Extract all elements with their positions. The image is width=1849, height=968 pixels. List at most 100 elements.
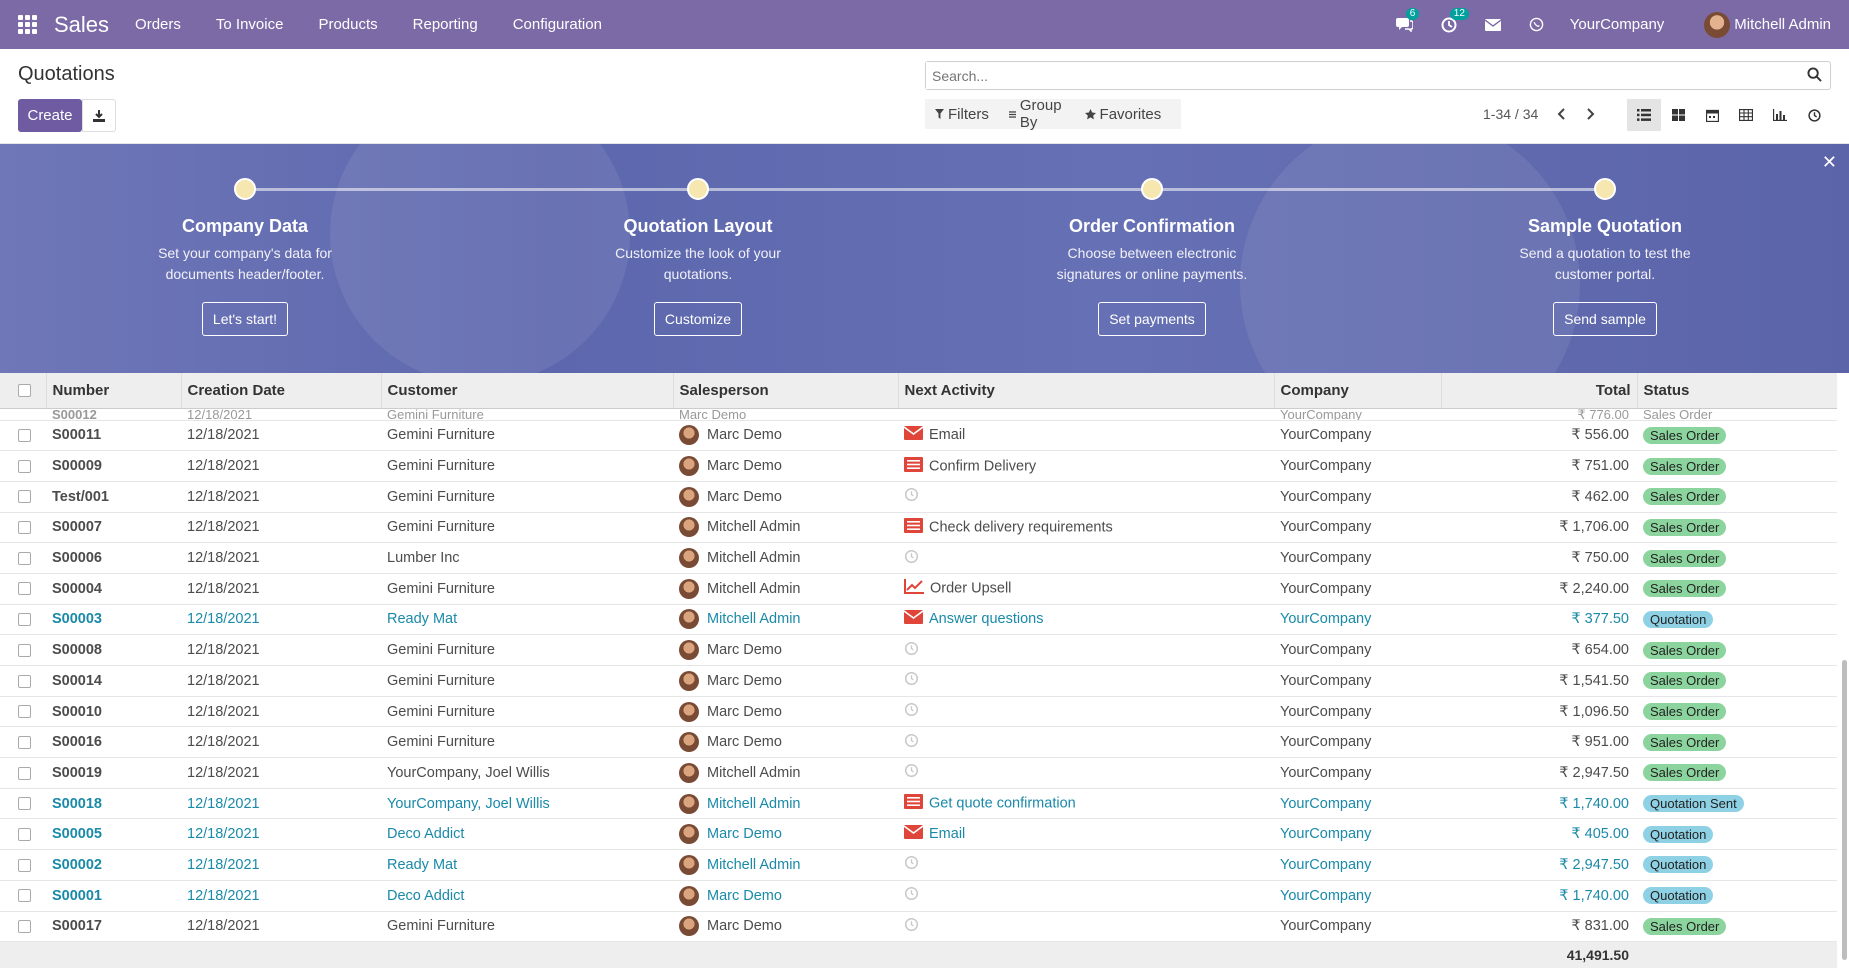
column-status[interactable]: Status	[1637, 373, 1837, 409]
table-row[interactable]: S00007 12/18/2021 Gemini Furniture Mitchell…	[0, 512, 1837, 544]
menu-configuration[interactable]: Configuration	[512, 16, 602, 33]
cell-activity[interactable]	[898, 542, 1274, 574]
row-checkbox[interactable]	[18, 429, 31, 443]
column-customer[interactable]: Customer	[381, 373, 674, 409]
table-row[interactable]: S00017 12/18/2021 Gemini Furniture Marc Dem…	[0, 911, 1837, 943]
graph-view-icon[interactable]	[1763, 99, 1797, 131]
tasks-icon[interactable]	[904, 517, 923, 537]
column-company[interactable]: Company	[1274, 373, 1442, 409]
clock-icon[interactable]	[904, 917, 919, 936]
table-row[interactable]: S00003 12/18/2021 Ready Mat Mitchell Admin A…	[0, 604, 1837, 636]
cell-activity[interactable]	[898, 726, 1274, 759]
clock-icon[interactable]	[904, 549, 919, 568]
groupby-button[interactable]: Group By	[1008, 97, 1065, 131]
table-row[interactable]: S00004 12/18/2021 Gemini Furniture Mitchell…	[0, 573, 1837, 605]
filters-button[interactable]: Filters	[935, 106, 989, 123]
app-brand[interactable]: Sales	[54, 11, 110, 37]
cell-activity[interactable]: Check delivery requirements	[898, 512, 1274, 544]
clock-icon[interactable]	[904, 763, 919, 782]
whatsapp-icon[interactable]	[1526, 14, 1548, 36]
create-button[interactable]: Create	[18, 99, 82, 132]
set-payments-button[interactable]: Set payments	[1098, 302, 1206, 336]
envelope-icon[interactable]	[903, 825, 924, 843]
cell-activity[interactable]	[898, 634, 1274, 666]
menu-products[interactable]: Products	[318, 16, 378, 33]
export-button[interactable]	[82, 99, 116, 132]
table-row[interactable]: S00011 12/18/2021 Gemini Furniture Marc Dem…	[0, 420, 1837, 452]
table-row[interactable]: S00016 12/18/2021 Gemini Furniture Marc Dem…	[0, 726, 1837, 759]
column-number[interactable]: Number	[46, 373, 182, 409]
scrollbar[interactable]	[1842, 660, 1847, 960]
table-row[interactable]: S00008 12/18/2021 Gemini Furniture Marc Dem…	[0, 634, 1837, 666]
table-row[interactable]: S00006 12/18/2021 Lumber Inc Mitchell Admin…	[0, 542, 1837, 574]
row-checkbox[interactable]	[18, 613, 31, 627]
row-checkbox[interactable]	[18, 827, 31, 841]
tasks-icon[interactable]	[904, 794, 923, 813]
cell-activity[interactable]	[898, 880, 1274, 912]
menu-to-invoice[interactable]: To Invoice	[215, 16, 284, 33]
table-row[interactable]: Test/001 12/18/2021 Gemini Furniture Marc D…	[0, 481, 1837, 513]
row-checkbox[interactable]	[18, 858, 31, 872]
kanban-view-icon[interactable]	[1661, 99, 1695, 131]
envelope-icon[interactable]	[903, 426, 924, 444]
row-checkbox[interactable]	[18, 889, 31, 903]
cell-activity[interactable]: Email	[898, 420, 1274, 452]
row-checkbox[interactable]	[18, 551, 31, 565]
envelope-icon[interactable]	[903, 610, 924, 628]
send-sample-button[interactable]: Send sample	[1553, 302, 1657, 336]
calendar-view-icon[interactable]	[1695, 99, 1729, 131]
close-icon[interactable]: ✕	[1821, 152, 1837, 172]
pivot-view-icon[interactable]	[1729, 99, 1763, 131]
envelope-icon[interactable]	[1482, 14, 1504, 36]
cell-activity[interactable]: Confirm Delivery	[898, 450, 1274, 482]
pager-previous-icon[interactable]	[1552, 105, 1570, 123]
row-checkbox[interactable]	[18, 766, 31, 780]
company-switcher[interactable]: YourCompany	[1569, 16, 1665, 33]
menu-reporting[interactable]: Reporting	[412, 16, 478, 33]
pager-value[interactable]: 1-34 / 34	[1483, 106, 1539, 122]
row-checkbox[interactable]	[18, 920, 31, 934]
table-row[interactable]: S00012 12/18/2021 Gemini Furniture Marc …	[0, 408, 1837, 421]
row-checkbox[interactable]	[18, 643, 31, 657]
user-menu[interactable]: Mitchell Admin	[1704, 11, 1831, 38]
row-checkbox[interactable]	[18, 582, 31, 596]
clock-icon[interactable]	[904, 641, 919, 660]
favorites-button[interactable]: Favorites	[1084, 106, 1161, 123]
clock-icon[interactable]	[904, 886, 919, 905]
row-checkbox[interactable]	[18, 490, 31, 504]
table-row[interactable]: S00002 12/18/2021 Ready Mat Mitchell Admin Y…	[0, 849, 1837, 881]
column-salesperson[interactable]: Salesperson	[673, 373, 899, 409]
line-chart-icon[interactable]	[904, 579, 924, 598]
cell-activity[interactable]: Answer questions	[898, 604, 1274, 636]
row-checkbox[interactable]	[18, 674, 31, 688]
apps-menu-icon[interactable]	[18, 15, 38, 35]
table-row[interactable]: S00018 12/18/2021 YourCompany, Joel Willis…	[0, 788, 1837, 820]
row-checkbox[interactable]	[18, 735, 31, 749]
cell-activity[interactable]	[898, 696, 1274, 728]
cell-activity[interactable]: Order Upsell	[898, 573, 1274, 605]
cell-activity[interactable]: Email	[898, 818, 1274, 851]
pager-next-icon[interactable]	[1582, 105, 1600, 123]
table-row[interactable]: S00005 12/18/2021 Deco Addict Marc Demo Emai…	[0, 818, 1837, 851]
lets-start-button[interactable]: Let's start!	[201, 302, 289, 336]
customize-button[interactable]: Customize	[653, 302, 743, 336]
list-view-icon[interactable]	[1627, 99, 1661, 131]
cell-activity[interactable]	[898, 481, 1274, 513]
cell-activity[interactable]	[898, 849, 1274, 881]
cell-activity[interactable]	[898, 757, 1274, 789]
row-checkbox[interactable]	[18, 521, 31, 535]
select-all-checkbox[interactable]	[18, 384, 31, 398]
clock-icon[interactable]	[904, 702, 919, 721]
clock-icon[interactable]	[904, 671, 919, 690]
table-row[interactable]: S00009 12/18/2021 Gemini Furniture Marc Dem…	[0, 450, 1837, 482]
row-checkbox[interactable]	[18, 459, 31, 473]
messaging-icon[interactable]: 6	[1394, 7, 1420, 36]
search-input[interactable]	[926, 62, 1786, 89]
cell-activity[interactable]: Get quote confirmation	[898, 788, 1274, 820]
column-creation-date[interactable]: Creation Date	[181, 373, 382, 409]
menu-orders[interactable]: Orders	[135, 16, 181, 33]
table-row[interactable]: S00010 12/18/2021 Gemini Furniture Marc Dem…	[0, 696, 1837, 728]
activity-view-icon[interactable]	[1797, 99, 1831, 131]
search-icon[interactable]	[1807, 67, 1822, 86]
clock-icon[interactable]	[904, 487, 919, 506]
